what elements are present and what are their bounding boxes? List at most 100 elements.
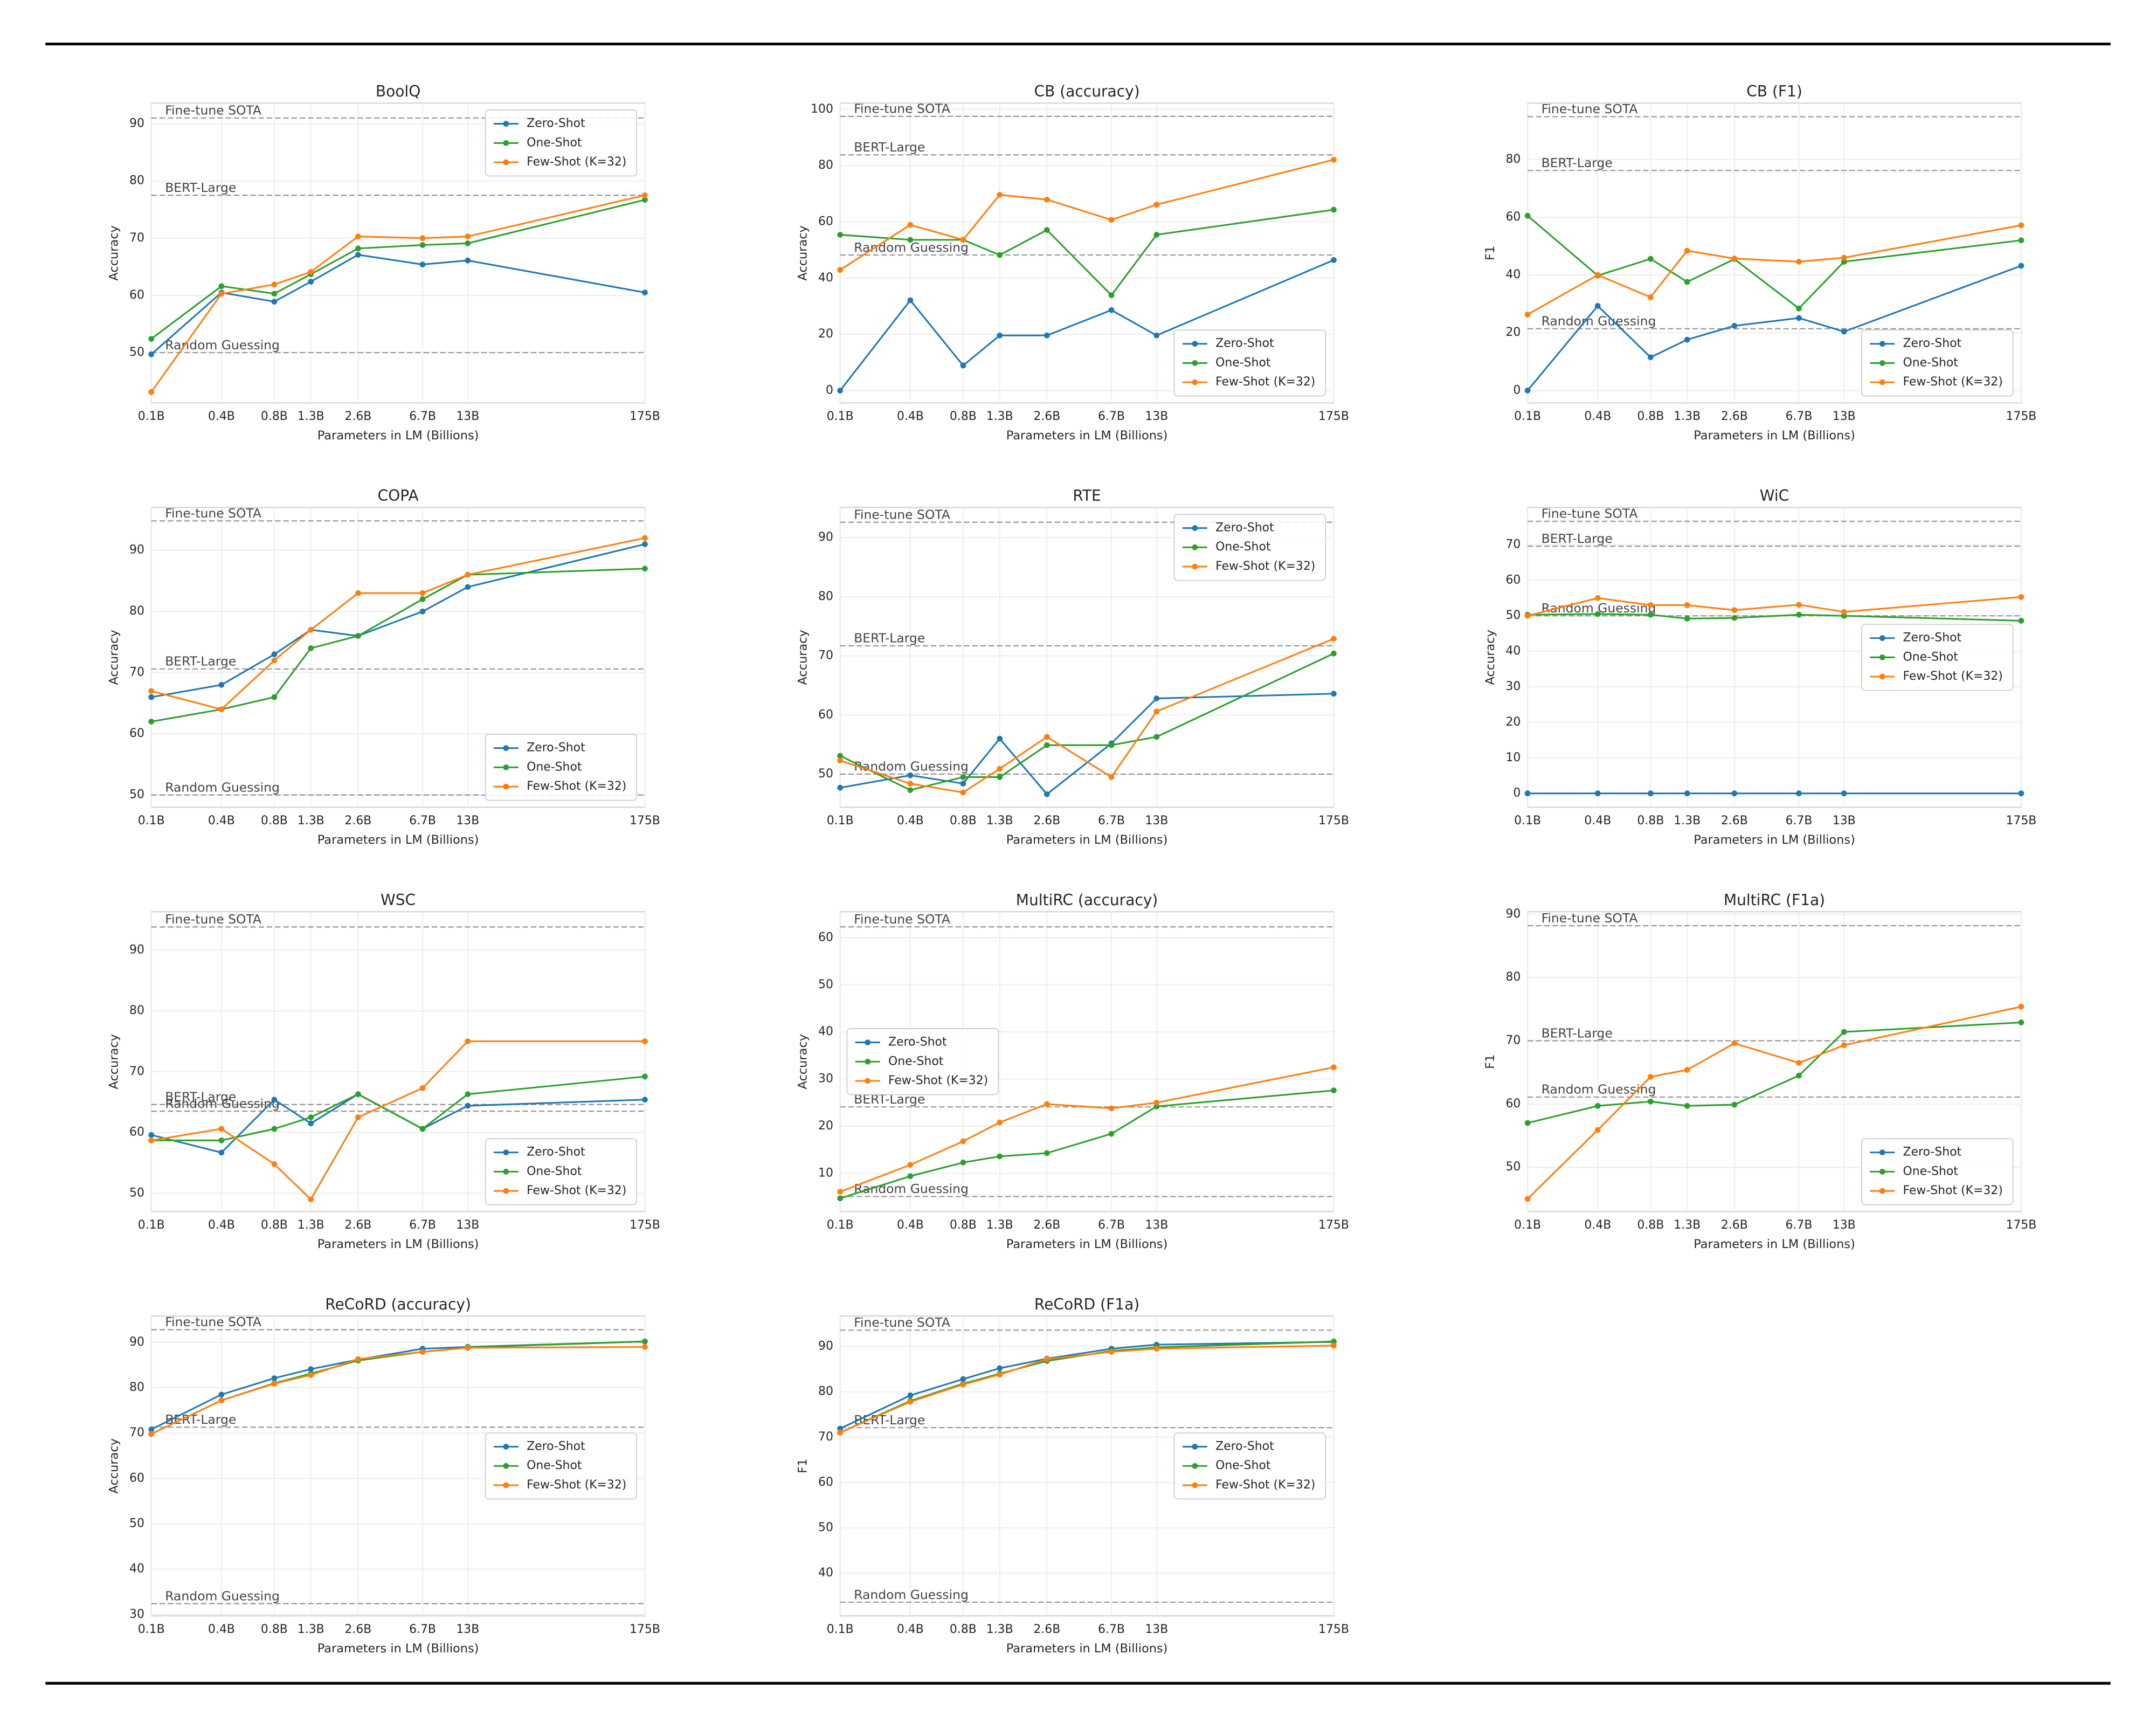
data-point — [1153, 332, 1160, 339]
data-point — [1108, 1349, 1115, 1355]
data-point — [1647, 256, 1654, 262]
data-point — [997, 1153, 1003, 1160]
data-point — [960, 1138, 966, 1145]
data-point — [1331, 1342, 1337, 1349]
data-point — [148, 1132, 155, 1138]
data-point — [1108, 217, 1115, 223]
data-point — [148, 389, 155, 395]
data-point — [1108, 774, 1115, 780]
data-point — [997, 1365, 1003, 1371]
data-point — [2018, 618, 2024, 624]
y-tick-label: 50 — [129, 346, 144, 359]
y-tick-label: 50 — [1505, 609, 1521, 622]
reference-label: Fine-tune SOTA — [165, 912, 261, 927]
y-tick-label: 40 — [1505, 644, 1521, 658]
legend-marker — [503, 1482, 509, 1488]
x-tick-label: 6.7B — [1786, 410, 1813, 423]
data-point — [1044, 791, 1050, 797]
x-tick-label: 175B — [630, 1218, 660, 1232]
data-point — [837, 1425, 844, 1432]
data-point — [1796, 1072, 1802, 1079]
data-point — [960, 789, 966, 796]
data-point — [1796, 611, 1802, 618]
data-point — [1331, 650, 1337, 657]
x-tick-label: 1.3B — [986, 814, 1013, 828]
chart-title: COPA — [378, 487, 419, 505]
x-tick-label: 1.3B — [986, 1623, 1013, 1636]
y-tick-label: 90 — [818, 530, 833, 544]
data-point — [1331, 156, 1337, 163]
chart-title: RTE — [1073, 487, 1101, 505]
y-tick-label: 60 — [129, 1471, 144, 1485]
x-tick-label: 0.4B — [208, 410, 235, 423]
series-line — [151, 1346, 645, 1435]
reference-label: BERT-Large — [165, 1090, 236, 1105]
data-point — [1153, 232, 1160, 238]
x-tick-label: 1.3B — [1674, 1218, 1701, 1232]
data-point — [642, 197, 648, 203]
data-point — [642, 541, 648, 547]
data-point — [148, 719, 155, 725]
data-point — [308, 269, 314, 275]
data-point — [1153, 695, 1160, 701]
data-point — [642, 1097, 648, 1103]
reference-label: BERT-Large — [165, 654, 236, 669]
series-line — [840, 1345, 1334, 1433]
chart-panel: 0.1B 0.4B 0.8B 1.3B 2.6B 6.7B 13B 175B 50 60 70 80 9… — [796, 487, 1349, 847]
data-point — [419, 1349, 426, 1355]
legend-box — [485, 109, 638, 177]
y-tick-label: 50 — [129, 1186, 144, 1200]
y-tick-label: 70 — [129, 1065, 144, 1078]
reference-label: BERT-Large — [1542, 1025, 1613, 1040]
x-tick-label: 1.3B — [1674, 410, 1701, 423]
data-point — [419, 1126, 426, 1132]
data-point — [997, 252, 1003, 258]
data-point — [1108, 292, 1115, 298]
data-point — [1647, 1098, 1654, 1105]
data-point — [1153, 708, 1160, 715]
legend-marker — [1192, 379, 1198, 385]
legend-marker — [865, 1058, 871, 1065]
x-axis-label: Parameters in LM (Billions) — [317, 429, 479, 443]
reference-label: BERT-Large — [1542, 531, 1613, 546]
chart-title: WiC — [1760, 487, 1789, 505]
y-tick-label: 20 — [1505, 326, 1521, 339]
data-point — [308, 1114, 314, 1120]
y-tick-label: 80 — [818, 1385, 833, 1398]
data-point — [419, 1085, 426, 1091]
data-point — [308, 1372, 314, 1378]
reference-label: BERT-Large — [165, 180, 236, 195]
legend-label: Zero-Shot — [527, 741, 585, 755]
series-line — [840, 209, 1334, 297]
y-tick-label: 50 — [818, 1521, 833, 1534]
data-point — [1647, 790, 1654, 797]
y-axis-label: Accuracy — [1483, 630, 1497, 685]
data-point — [997, 1119, 1003, 1126]
data-point — [1044, 1101, 1050, 1107]
x-tick-label: 0.4B — [1584, 814, 1611, 828]
reference-label: Fine-tune SOTA — [165, 103, 261, 118]
reference-label: Fine-tune SOTA — [854, 101, 950, 116]
x-tick-label: 0.1B — [1514, 814, 1541, 828]
x-tick-label: 0.4B — [1584, 410, 1611, 423]
legend-label: Few-Shot (K=32) — [527, 1478, 626, 1492]
legend-marker — [1879, 654, 1885, 660]
legend-label: Zero-Shot — [527, 117, 585, 130]
reference-label: BERT-Large — [854, 140, 925, 155]
data-point — [1841, 1042, 1847, 1049]
series-line — [840, 1090, 1334, 1200]
data-point — [960, 1160, 966, 1166]
data-point — [642, 566, 648, 572]
y-tick-label: 60 — [129, 727, 144, 740]
data-point — [1841, 609, 1847, 615]
data-point — [1796, 315, 1802, 321]
data-point — [1647, 1074, 1654, 1080]
y-tick-label: 90 — [129, 117, 144, 130]
y-tick-label: 70 — [1505, 537, 1521, 551]
data-point — [642, 1038, 648, 1044]
series-line — [151, 568, 645, 722]
y-tick-label: 20 — [818, 1119, 833, 1133]
data-point — [2018, 594, 2024, 600]
data-point — [837, 784, 844, 791]
x-tick-label: 175B — [1318, 814, 1349, 828]
